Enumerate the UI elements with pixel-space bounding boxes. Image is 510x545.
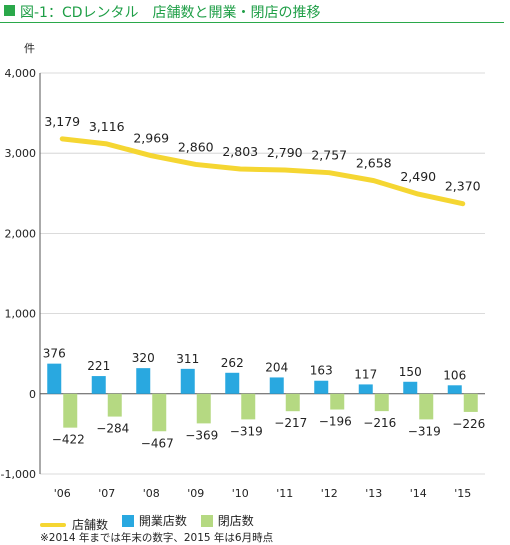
x-tick-label: '11	[276, 487, 293, 500]
line-stores-point	[284, 169, 286, 171]
bar-closed	[196, 393, 211, 424]
line-stores-label: 2,803	[222, 144, 258, 159]
title-square-icon	[4, 5, 15, 16]
line-stores-point	[417, 193, 419, 195]
line-stores-label: 2,860	[178, 139, 214, 154]
x-tick-label: '14	[410, 487, 427, 500]
bar-closed-label: −369	[185, 428, 218, 442]
bar-closed	[463, 393, 478, 412]
line-stores-point	[61, 138, 63, 140]
bar-opened	[91, 376, 106, 394]
line-stores-point	[328, 172, 330, 174]
title-underline	[0, 22, 504, 23]
legend-label-closed: 閉店数	[217, 514, 254, 528]
bar-closed	[241, 393, 256, 420]
line-stores	[59, 136, 466, 207]
chart-footnote: ※2014 年までは年末の数字、2015 年は6月時点	[40, 532, 274, 544]
bar-opened	[180, 368, 195, 394]
bar-opened	[225, 372, 240, 394]
bar-closed	[374, 393, 389, 412]
bar-closed-label: −319	[408, 424, 441, 438]
chart-plot: 件 4,000 3,000 2,000 1,000 0 -1,000 '06 '07 '08 '09…	[1, 42, 486, 500]
x-tick-label: '06	[54, 487, 71, 500]
y-tick-label: 0	[29, 388, 36, 401]
bar-closed	[330, 393, 345, 410]
x-tick-label: '09	[187, 487, 204, 500]
line-stores-point	[195, 163, 197, 165]
line-stores-label: 3,116	[89, 119, 125, 134]
bar-closed-label: −422	[52, 433, 85, 447]
line-stores-point	[106, 143, 108, 145]
y-tick-label: 3,000	[5, 147, 37, 160]
x-tick-label: '07	[98, 487, 115, 500]
x-tick-label: '08	[143, 487, 160, 500]
bar-opened-label: 311	[176, 352, 199, 366]
line-stores-label: 2,969	[133, 131, 169, 146]
legend-blue-swatch	[121, 514, 134, 527]
y-tick-label: 4,000	[5, 67, 37, 80]
bar-closed-label: −284	[96, 422, 129, 436]
bar-closed	[107, 393, 122, 417]
bar-opened	[136, 368, 151, 394]
bar-opened	[358, 384, 373, 394]
x-tick-label: '12	[321, 487, 338, 500]
line-stores-label: 2,490	[400, 169, 436, 184]
legend-line-swatch	[40, 522, 66, 527]
bar-opened-label: 106	[443, 368, 466, 382]
x-tick-label: '15	[454, 487, 471, 500]
bar-opened	[447, 385, 462, 394]
line-stores-point	[462, 203, 464, 205]
bar-opened	[403, 381, 418, 394]
bar-closed-label: −467	[141, 436, 174, 450]
line-stores-point	[150, 155, 152, 157]
bar-closed	[152, 393, 167, 432]
bar-opened-label: 150	[399, 365, 422, 379]
x-tick-label: '13	[365, 487, 382, 500]
bar-opened-label: 221	[87, 359, 110, 373]
legend-green-swatch	[200, 514, 213, 527]
y-axis-unit-label: 件	[24, 42, 35, 55]
line-stores-label: 2,757	[311, 148, 347, 163]
legend-label-opened: 開業店数	[138, 514, 187, 528]
chart-header: 図-1：CDレンタル 店舗数と開業・閉店の推移	[0, 0, 510, 24]
y-tick-label: -1,000	[1, 468, 36, 481]
bar-opened-label: 204	[265, 360, 288, 374]
bar-opened	[47, 363, 62, 394]
bar-opened	[314, 380, 329, 394]
line-stores-point	[373, 180, 375, 182]
legend-item-opened: 開業店数	[121, 512, 187, 529]
line-stores-label: 2,370	[445, 179, 481, 194]
bar-opened	[269, 377, 284, 394]
bar-closed	[285, 393, 300, 412]
bar-opened-label: 262	[221, 356, 244, 370]
legend-item-stores: 店舗数	[40, 516, 108, 533]
bar-opened-label: 117	[354, 367, 377, 381]
y-tick-label: 1,000	[5, 308, 37, 321]
bar-closed-label: −226	[452, 417, 485, 431]
bar-closed-label: −319	[230, 424, 263, 438]
chart-title: 図-1：CDレンタル 店舗数と開業・閉店の推移	[20, 5, 321, 21]
chart-legend: 店舗数 開業店数 閉店数	[40, 512, 264, 532]
legend-item-closed: 閉店数	[200, 512, 254, 529]
y-tick-label: 2,000	[5, 227, 37, 240]
bar-opened-label: 320	[132, 351, 155, 365]
bar-closed-label: −196	[319, 415, 352, 429]
bar-closed-label: −216	[363, 416, 396, 430]
bar-opened-label: 163	[310, 364, 333, 378]
line-stores-label: 3,179	[44, 114, 80, 129]
line-stores-label: 2,790	[267, 145, 303, 160]
legend-label-stores: 店舗数	[72, 518, 109, 532]
bar-closed	[419, 393, 434, 420]
x-tick-label: '10	[232, 487, 249, 500]
bar-closed-label: −217	[274, 416, 307, 430]
line-stores-label: 2,658	[356, 156, 392, 171]
line-stores-point	[239, 168, 241, 170]
bar-opened-label: 376	[43, 347, 66, 361]
bar-closed	[63, 393, 78, 428]
